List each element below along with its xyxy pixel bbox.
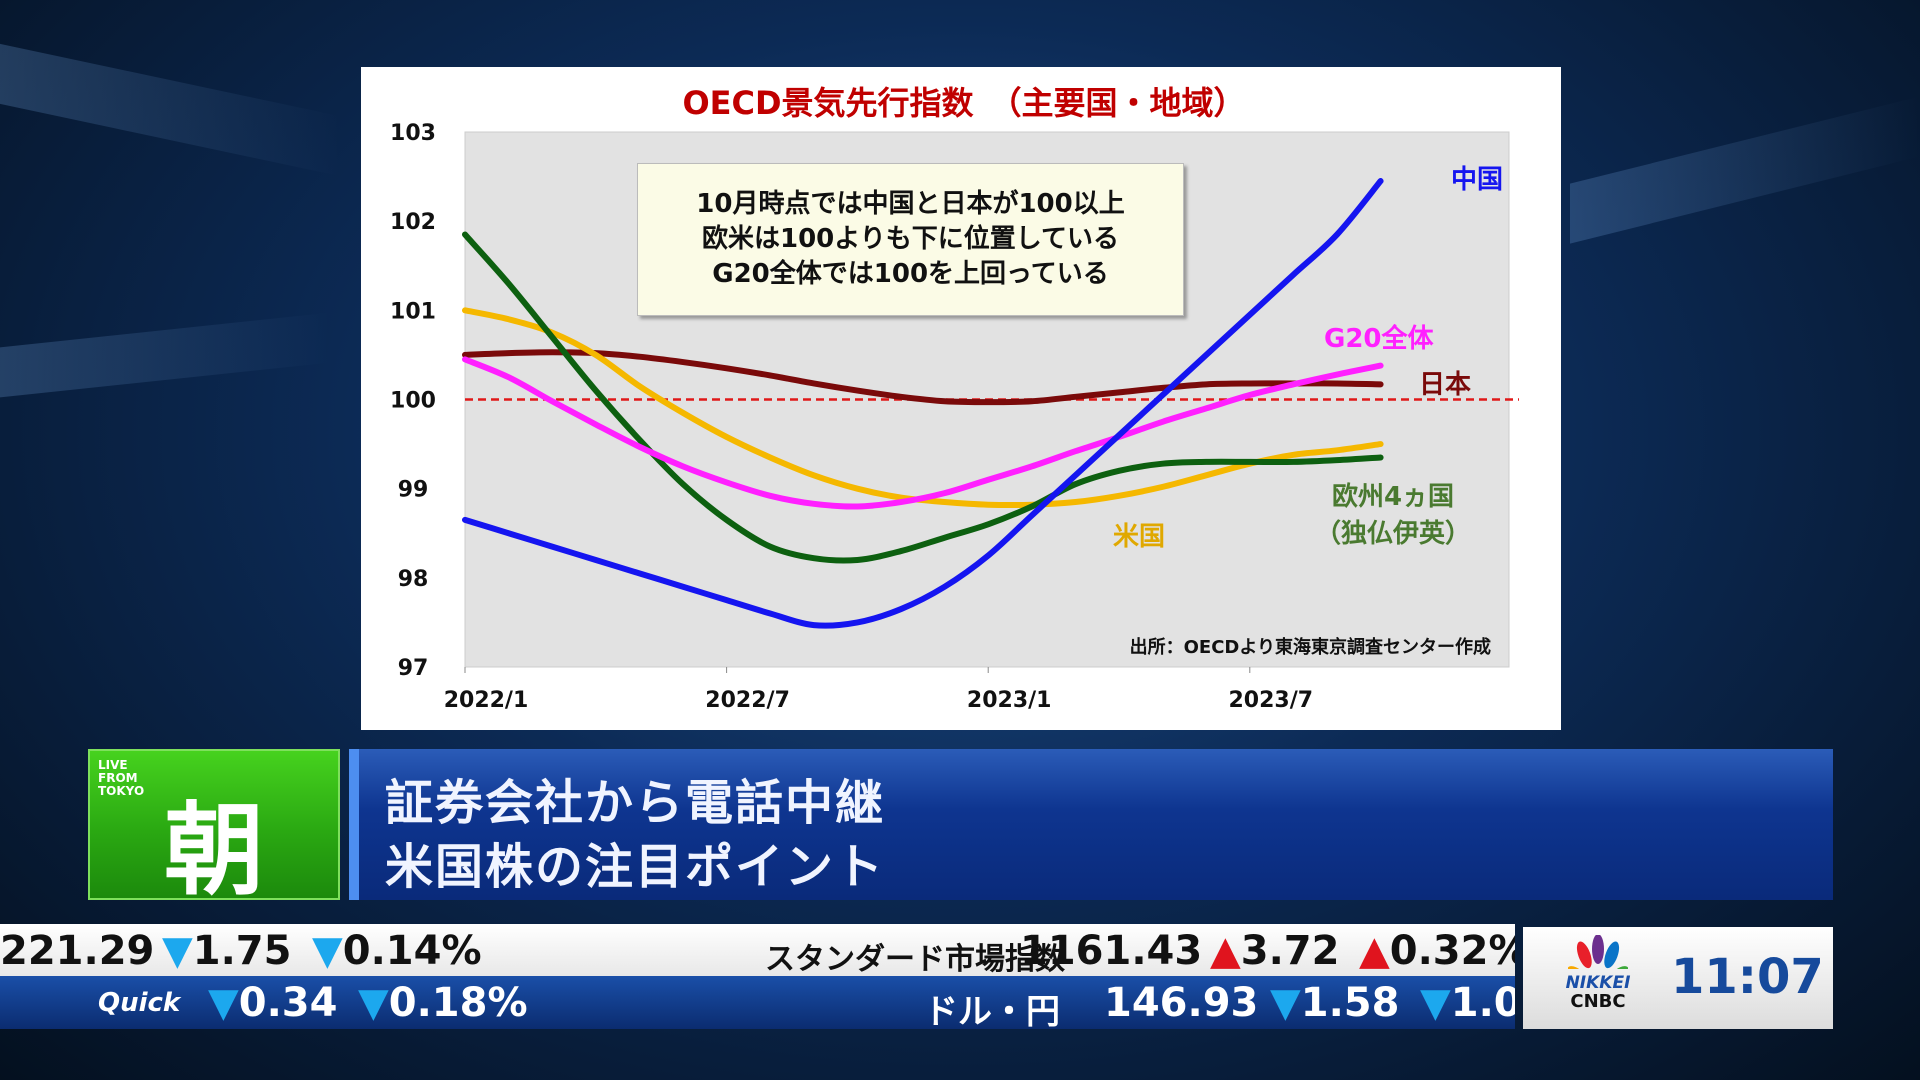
peacock-icon — [1567, 934, 1629, 985]
nikkei-cnbc-logo: NIKKEI CNBC — [1553, 934, 1643, 1012]
chart-source: 出所：OECDより東海東京調査センター作成 — [1130, 636, 1491, 658]
x-tick-label: 2022/7 — [705, 688, 790, 713]
y-tick-label: 98 — [398, 567, 429, 592]
down-arrow-icon: ▼ — [358, 980, 389, 1026]
ticker-pct: 1.0 — [1450, 980, 1515, 1026]
chart-title: OECD景気先行指数 （主要国・地域） — [682, 84, 1245, 122]
ticker-value: 221.29 — [0, 928, 155, 974]
down-arrow-icon: ▼ — [312, 928, 343, 974]
y-tick-label: 97 — [398, 656, 429, 681]
clock-time: 11:07 — [1671, 949, 1824, 1005]
x-tick-label: 2023/7 — [1229, 688, 1314, 713]
y-tick-label: 102 — [390, 210, 436, 235]
headline-line-2: 米国株の注目ポイント — [385, 839, 886, 895]
logo-text: NIKKEI — [1565, 973, 1631, 993]
x-tick-label: 2022/1 — [444, 688, 529, 713]
x-tick-label: 2023/1 — [967, 688, 1052, 713]
series-line-4 — [462, 231, 1384, 564]
ticker-name: スタンダード市場指数 — [765, 942, 1065, 976]
background-decoration — [1570, 96, 1920, 244]
live-text: TOKYO — [98, 784, 145, 798]
annotation-line: 10月時点では中国と日本が100以上 — [696, 189, 1125, 219]
y-tick-label: 99 — [398, 478, 429, 503]
ticker-pct: 0.32% — [1389, 928, 1515, 974]
label-japan: 日本 — [1419, 370, 1471, 400]
y-tick-label: 101 — [390, 299, 436, 324]
ticker-pct: 0.18% — [388, 980, 528, 1026]
label-g20: G20全体 — [1324, 323, 1435, 354]
ticker-value: 146.93 — [1104, 980, 1259, 1026]
label-europe: 欧州4ヵ国 — [1332, 481, 1454, 512]
headline-line-1: 証券会社から電話中継 — [385, 775, 886, 831]
chart-panel: OECD景気先行指数 （主要国・地域） 103 102 101 100 99 98 97 20… — [361, 67, 1561, 730]
ticker-change: 1.58 — [1300, 980, 1400, 1026]
clock-box: NIKKEI CNBC 11:07 — [1523, 927, 1833, 1029]
down-arrow-icon: ▼ — [1270, 980, 1301, 1026]
ticker-row-1: 221.29 ▼1.75 ▼0.14% スタンダード市場指数 1161.43 ▲… — [0, 924, 1515, 976]
up-arrow-icon: ▲ — [1359, 928, 1390, 974]
ticker-name: Quick — [98, 988, 181, 1018]
ticker-change: 3.72 — [1240, 928, 1340, 974]
live-text: LIVE — [98, 758, 128, 772]
annotation-box: 10月時点では中国と日本が100以上 欧米は100よりも下に位置している G20… — [637, 163, 1184, 316]
ticker-row-2: Quick ▼0.34 ▼0.18% ドル・円 146.93 ▼1.58 ▼1.… — [0, 976, 1515, 1029]
annotation-line: 欧米は100よりも下に位置している — [702, 224, 1119, 254]
background-decoration — [0, 43, 340, 177]
series-line-2 — [462, 349, 1384, 406]
logo-text: CNBC — [1570, 991, 1626, 1012]
label-china: 中国 — [1451, 165, 1503, 195]
live-from-tokyo: LIVE FROM TOKYO — [98, 759, 144, 798]
ticker-change: 0.34 — [238, 980, 338, 1026]
down-arrow-icon: ▼ — [208, 980, 239, 1026]
background-decoration — [0, 312, 330, 398]
up-arrow-icon: ▲ — [1210, 928, 1241, 974]
down-arrow-icon: ▼ — [1420, 980, 1451, 1026]
ticker-name: ドル・円 — [924, 992, 1060, 1029]
label-europe-sub: （独仏伊英） — [1315, 519, 1471, 549]
annotation-line: G20全体では100を上回っている — [712, 259, 1109, 289]
y-tick-label: 103 — [390, 121, 436, 146]
ticker-change: 1.75 — [192, 928, 292, 974]
y-tick-label: 100 — [390, 389, 436, 414]
program-name: 朝 — [164, 792, 264, 909]
label-us: 米国 — [1113, 522, 1165, 552]
live-text: FROM — [98, 771, 138, 785]
ticker-pct: 0.14% — [342, 928, 482, 974]
down-arrow-icon: ▼ — [162, 928, 193, 974]
headline-bar: 証券会社から電話中継 米国株の注目ポイント — [349, 749, 1833, 900]
series-line-0 — [462, 178, 1384, 629]
ticker-value: 1161.43 — [1020, 928, 1203, 974]
program-badge: LIVE FROM TOKYO 朝 — [88, 749, 340, 909]
series-line-1 — [462, 356, 1384, 510]
